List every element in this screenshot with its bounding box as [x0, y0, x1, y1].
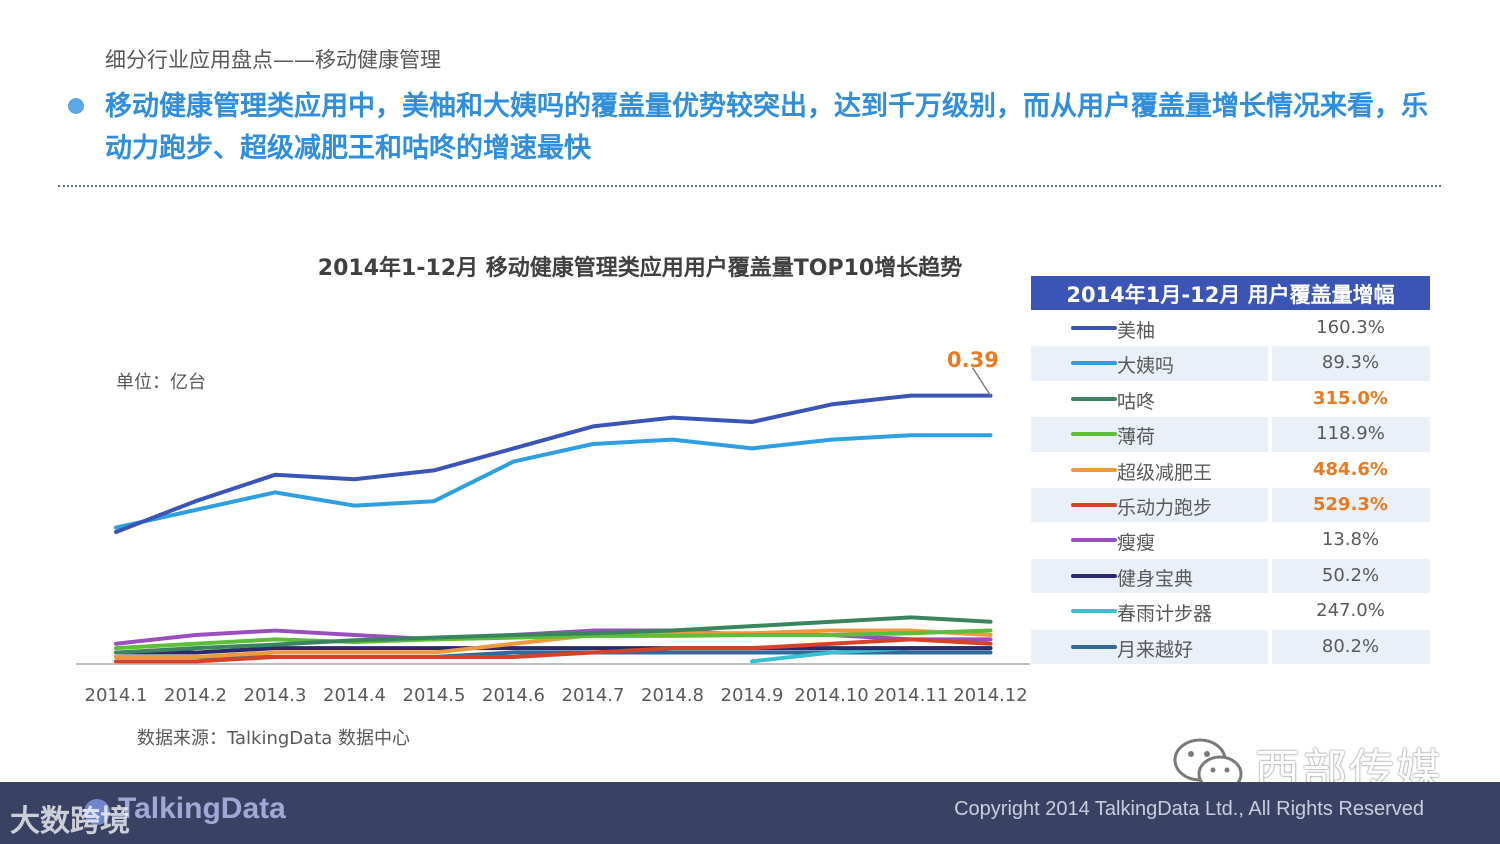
- table-row: 美柚 160.3%: [1031, 311, 1430, 346]
- row-value: 247.0%: [1316, 600, 1385, 622]
- chart-title: 2014年1-12月 移动健康管理类应用用户覆盖量TOP10增长趋势: [317, 256, 963, 281]
- unit-label: 单位：亿台: [116, 372, 206, 393]
- row-value: 80.2%: [1321, 635, 1380, 657]
- row-name: 超级减肥王: [1117, 461, 1213, 484]
- divider: [58, 185, 1441, 187]
- x-tick-label: 2014.8: [641, 685, 704, 706]
- row-name: 健身宝典: [1117, 567, 1194, 590]
- overlay-mark: 大数跨境: [10, 804, 130, 839]
- row-value: 160.3%: [1316, 317, 1385, 339]
- copyright: Copyright 2014 TalkingData Ltd., All Rig…: [954, 798, 1424, 820]
- growth-table-rows: 美柚 160.3% 大姨吗 89.3% 咕咚 315.0% 薄荷 118.9% 超级减肥王 484…: [1031, 311, 1430, 664]
- table-row: 薄荷 118.9%: [1031, 417, 1430, 452]
- legend-line: [1071, 538, 1117, 543]
- growth-table-title: 2014年1月-12月 用户覆盖量增幅: [1031, 276, 1430, 310]
- x-tick-label: 2014.12: [953, 685, 1027, 706]
- table-row: 春雨计步器 247.0%: [1031, 594, 1430, 629]
- legend-line: [1071, 609, 1117, 614]
- series-line: [114, 628, 993, 659]
- legend-line: [1071, 503, 1117, 508]
- x-tick-label: 2014.7: [562, 685, 625, 706]
- series-line: [114, 433, 993, 530]
- legend-line: [1071, 573, 1117, 578]
- row-value: 50.2%: [1321, 564, 1380, 586]
- growth-table: 2014年1月-12月 用户覆盖量增幅 美柚 160.3% 大姨吗 89.3% 咕咚 31…: [1031, 276, 1430, 696]
- x-tick-label: 2014.1: [85, 685, 148, 706]
- headline: 移动健康管理类应用中，美柚和大姨吗的覆盖量优势较突出，达到千万级别，而从用户覆盖…: [105, 91, 1428, 164]
- series-line: [114, 393, 993, 534]
- legend-line: [1071, 432, 1117, 437]
- table-row: 超级减肥王 484.6%: [1031, 452, 1430, 487]
- x-tick-label: 2014.3: [244, 685, 307, 706]
- legend-line: [1071, 326, 1117, 331]
- row-name: 咕咚: [1117, 390, 1156, 413]
- legend-line: [1071, 396, 1117, 401]
- callout-pointer: [971, 367, 992, 397]
- row-value: 484.6%: [1313, 458, 1388, 480]
- row-name: 瘦瘦: [1117, 532, 1156, 555]
- row-name: 乐动力跑步: [1117, 497, 1213, 520]
- x-tick-label: 2014.11: [874, 685, 948, 706]
- series-line: [114, 646, 993, 655]
- row-value: 13.8%: [1321, 529, 1380, 551]
- footer: TalkingData 大数跨境 Copyright 2014 TalkingD…: [0, 782, 1500, 844]
- series-line: [114, 628, 993, 651]
- table-row: 大姨吗 89.3%: [1031, 346, 1430, 381]
- row-value: 315.0%: [1313, 387, 1388, 409]
- table-row: 乐动力跑步 529.3%: [1031, 488, 1430, 523]
- row-name: 春雨计步器: [1117, 603, 1213, 626]
- row-value: 118.9%: [1316, 423, 1385, 445]
- table-separator: [1268, 310, 1272, 696]
- row-name: 大姨吗: [1117, 355, 1175, 378]
- row-value: 89.3%: [1321, 352, 1380, 374]
- row-name: 薄荷: [1117, 426, 1156, 449]
- row-name: 月来越好: [1117, 638, 1194, 661]
- data-source: 数据来源：TalkingData 数据中心: [137, 728, 411, 749]
- series-line: [114, 615, 993, 655]
- table-row: 咕咚 315.0%: [1031, 381, 1430, 417]
- x-tick-label: 2014.9: [721, 685, 784, 706]
- table-row: 月来越好 80.2%: [1031, 629, 1430, 664]
- table-row: 瘦瘦 13.8%: [1031, 523, 1430, 558]
- brand: TalkingData: [118, 792, 286, 825]
- x-tick-label: 2014.5: [403, 685, 466, 706]
- legend-line: [1071, 467, 1117, 472]
- bullet-icon: [68, 98, 84, 114]
- table-row: 健身宝典 50.2%: [1031, 558, 1430, 594]
- x-tick-label: 2014.6: [482, 685, 545, 706]
- legend-line: [1071, 361, 1117, 366]
- section-label: 细分行业应用盘点——移动健康管理: [105, 48, 441, 72]
- legend-line: [1071, 644, 1117, 649]
- row-name: 美柚: [1117, 320, 1156, 343]
- row-value: 529.3%: [1313, 494, 1388, 516]
- x-tick-label: 2014.4: [323, 685, 386, 706]
- x-tick-label: 2014.2: [164, 685, 227, 706]
- x-tick-label: 2014.10: [794, 685, 868, 706]
- series-line: [114, 637, 993, 664]
- talkingdata-logo-icon: [84, 799, 110, 825]
